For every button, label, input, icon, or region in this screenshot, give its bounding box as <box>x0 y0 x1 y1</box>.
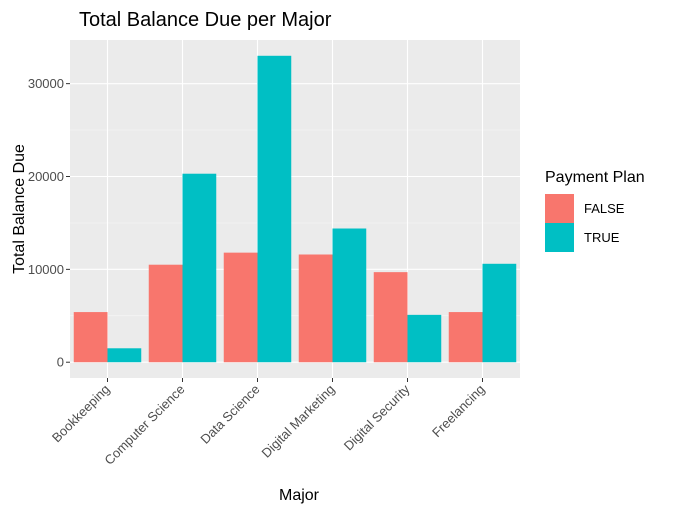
x-axis-title: Major <box>279 487 320 504</box>
x-tick-label: Computer Science <box>101 382 187 468</box>
bar-false-freelancing <box>448 312 483 363</box>
bar-true-digital-security <box>407 314 442 363</box>
bar-false-digital-marketing <box>298 254 333 363</box>
bars-layer <box>73 55 517 363</box>
bar-false-data-science <box>223 252 258 363</box>
x-tick-label: Data Science <box>197 382 262 447</box>
bar-false-computer-science <box>148 264 183 363</box>
x-tick-label: Digital Security <box>341 381 413 453</box>
bar-true-computer-science <box>182 173 217 363</box>
bar-true-freelancing <box>482 263 517 363</box>
legend-label-false: FALSE <box>584 201 625 216</box>
y-axis-title: Total Balance Due <box>11 144 28 274</box>
x-tick-label: Bookkeeping <box>49 382 113 446</box>
y-tick-label: 20000 <box>28 169 64 184</box>
plot-panel <box>70 40 520 378</box>
bar-true-bookkeeping <box>107 348 142 363</box>
x-tick-label: Digital Marketing <box>259 382 338 461</box>
bar-true-data-science <box>257 55 292 363</box>
legend-key-false <box>545 194 574 223</box>
legend-label-true: TRUE <box>584 230 620 245</box>
bar-true-digital-marketing <box>332 228 367 363</box>
legend-title: Payment Plan <box>545 169 645 186</box>
legend-key-true <box>545 223 574 252</box>
y-tick-label: 30000 <box>28 76 64 91</box>
bar-false-bookkeeping <box>73 312 108 363</box>
x-tick-label: Freelancing <box>429 382 488 441</box>
legend: FALSE TRUE <box>545 194 625 252</box>
chart-title: Total Balance Due per Major <box>79 9 332 31</box>
y-tick-label: 10000 <box>28 262 64 277</box>
y-tick-label: 0 <box>57 355 64 370</box>
bar-false-digital-security <box>373 272 408 363</box>
